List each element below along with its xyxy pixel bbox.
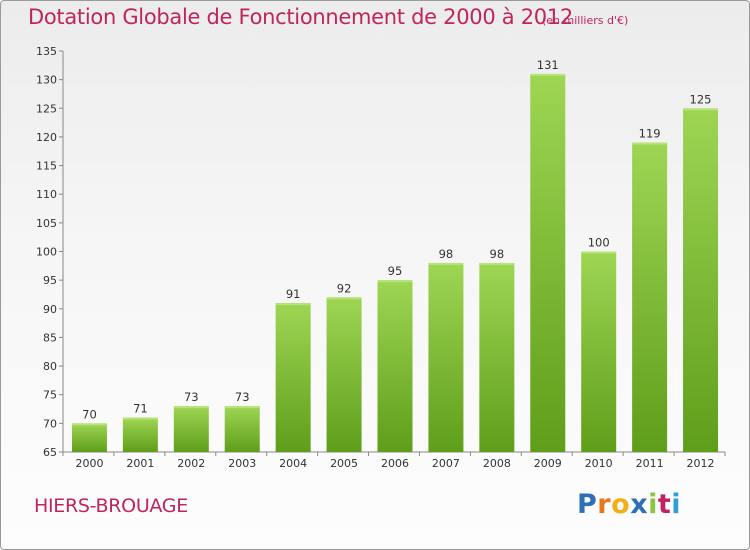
x-tick-label: 2007 (432, 457, 460, 470)
y-tick-label: 65 (43, 446, 57, 459)
bar-value-label: 98 (490, 247, 505, 261)
y-tick-label: 90 (43, 303, 57, 316)
bar-value-label: 131 (537, 58, 559, 72)
bar-value-label: 71 (133, 402, 148, 416)
x-tick-label: 2009 (534, 457, 562, 470)
logo-letter: t (657, 489, 672, 520)
chart-title: Dotation Globale de Fonctionnement de 20… (28, 5, 573, 29)
bar (479, 262, 515, 452)
y-tick-label: 75 (43, 389, 57, 402)
bar (173, 406, 209, 452)
bar-highlight (122, 417, 158, 420)
x-tick-label: 2001 (126, 457, 154, 470)
bar-value-label: 98 (439, 247, 454, 261)
bar (581, 251, 617, 452)
bar-value-label: 73 (235, 390, 250, 404)
x-tick-label: 2000 (75, 457, 103, 470)
logo-letter: o (611, 489, 631, 520)
proxiti-logo: Proxiti (577, 489, 681, 520)
bar-value-label: 92 (337, 281, 352, 295)
logo-letter: i (671, 489, 682, 520)
bar-highlight (275, 303, 311, 306)
commune-name: HIERS-BROUAGE (34, 495, 188, 517)
bar-highlight (71, 423, 107, 426)
x-tick-label: 2005 (330, 457, 358, 470)
y-tick-label: 120 (36, 131, 57, 144)
y-tick-label: 130 (36, 74, 57, 87)
x-tick-label: 2012 (687, 457, 715, 470)
bar (632, 142, 668, 452)
y-tick-label: 80 (43, 360, 57, 373)
y-tick-label: 95 (43, 274, 57, 287)
bar-highlight (479, 262, 515, 265)
bar-highlight (683, 108, 719, 111)
y-tick-label: 85 (43, 331, 57, 344)
x-tick-label: 2004 (279, 457, 307, 470)
bar (71, 423, 107, 452)
bar (122, 417, 158, 452)
bar-highlight (428, 262, 464, 265)
y-tick-label: 125 (36, 102, 57, 115)
bar-highlight (530, 73, 566, 76)
bar-highlight (581, 251, 617, 254)
bar-value-label: 125 (690, 92, 712, 106)
unit-note: (en milliers d'€) (542, 14, 629, 27)
x-tick-label: 2011 (636, 457, 664, 470)
bar (224, 406, 260, 452)
x-tick-label: 2002 (177, 457, 205, 470)
logo-letter: x (630, 489, 649, 520)
bar-highlight (173, 406, 209, 409)
bar (326, 297, 362, 452)
x-tick-label: 2006 (381, 457, 409, 470)
bar-value-label: 95 (388, 264, 403, 278)
x-tick-label: 2003 (228, 457, 256, 470)
y-tick-label: 105 (36, 217, 57, 230)
bar-value-label: 100 (588, 236, 610, 250)
bar-highlight (224, 406, 260, 409)
bar (428, 262, 464, 452)
bar (683, 108, 719, 453)
bar-value-label: 119 (639, 127, 661, 141)
x-tick-label: 2010 (585, 457, 613, 470)
bar-value-label: 73 (184, 390, 199, 404)
bar (275, 303, 311, 452)
bar-value-label: 91 (286, 287, 301, 301)
bar-highlight (632, 142, 668, 145)
y-tick-label: 135 (36, 45, 57, 58)
y-tick-label: 70 (43, 417, 57, 430)
bar (530, 73, 566, 453)
bar (377, 280, 413, 452)
logo-letter: i (648, 489, 658, 520)
logo-letter: P (577, 489, 598, 520)
y-tick-label: 110 (36, 188, 57, 201)
y-tick-label: 115 (36, 160, 57, 173)
logo-letter: r (597, 489, 612, 520)
x-tick-label: 2008 (483, 457, 511, 470)
y-tick-label: 100 (36, 246, 57, 259)
bar-highlight (326, 297, 362, 300)
bar-value-label: 70 (82, 407, 97, 421)
bar-highlight (377, 280, 413, 283)
